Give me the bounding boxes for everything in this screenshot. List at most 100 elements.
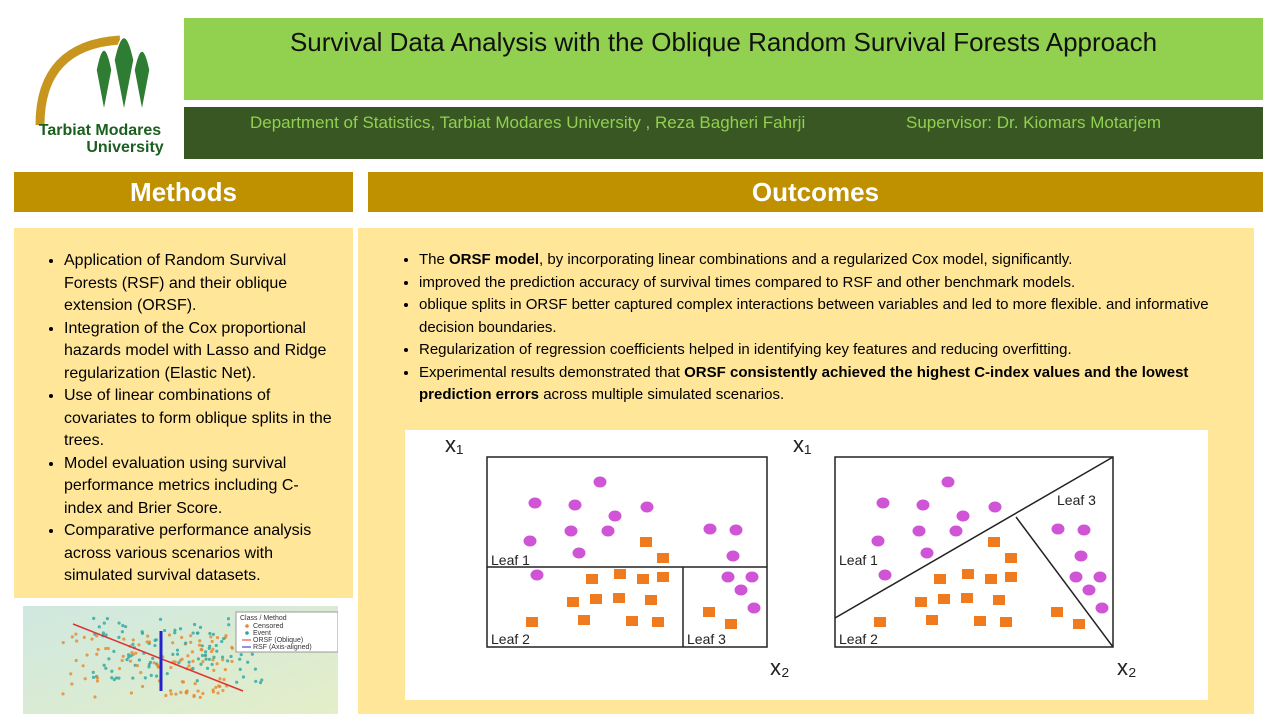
point: [164, 693, 168, 698]
point: [209, 649, 214, 654]
point: [212, 655, 216, 659]
square: [657, 572, 669, 582]
dot: [703, 523, 717, 535]
point: [82, 635, 86, 639]
point: [179, 690, 183, 694]
dot: [988, 501, 1002, 513]
point: [92, 616, 96, 620]
legend: [235, 611, 338, 653]
point: [178, 627, 183, 631]
point: [211, 632, 215, 636]
dot: [878, 569, 892, 581]
logo-arc: [35, 35, 121, 126]
point: [196, 657, 201, 661]
square: [926, 615, 938, 625]
point: [204, 657, 208, 661]
point: [195, 679, 199, 683]
point: [112, 649, 116, 653]
point: [135, 664, 140, 668]
point: [91, 675, 96, 679]
point: [208, 631, 212, 636]
point: [97, 625, 101, 629]
point: [120, 658, 124, 663]
point: [110, 669, 114, 673]
square: [985, 574, 997, 584]
point: [171, 652, 175, 656]
point: [131, 642, 135, 646]
square: [614, 569, 626, 579]
point: [187, 664, 191, 668]
point: [200, 653, 205, 658]
point: [254, 679, 258, 683]
axis-label: x₂: [1117, 655, 1137, 680]
square: [1051, 607, 1063, 617]
point: [191, 666, 195, 671]
point: [104, 633, 108, 637]
square: [613, 593, 625, 603]
point: [216, 691, 220, 695]
point: [203, 653, 208, 657]
point: [169, 692, 173, 696]
point: [70, 635, 74, 639]
point: [127, 655, 131, 659]
point: [75, 639, 79, 643]
point: [186, 654, 190, 658]
dot: [726, 550, 740, 562]
point: [126, 653, 131, 657]
point: [227, 623, 231, 627]
logo-trees: [95, 37, 151, 113]
point: [134, 651, 138, 655]
dot: [734, 584, 748, 596]
point: [210, 639, 214, 644]
point: [146, 634, 150, 638]
point: [180, 635, 184, 640]
dot: [876, 497, 890, 509]
dot: [729, 524, 743, 536]
point: [143, 676, 147, 680]
point: [241, 675, 246, 679]
point: [122, 637, 126, 641]
point: [147, 662, 151, 667]
point: [112, 678, 116, 682]
square: [1005, 553, 1017, 563]
point: [175, 652, 180, 656]
point: [124, 625, 128, 629]
dot: [1051, 523, 1065, 535]
dot: [1074, 550, 1088, 562]
leaf-label: Leaf 3: [1057, 492, 1096, 508]
point: [258, 681, 263, 685]
text: , by incorporating linear combinations a…: [539, 251, 1073, 268]
leaf-label: Leaf 1: [491, 552, 530, 568]
point: [190, 650, 194, 654]
section-heading: Outcomes: [368, 172, 1263, 212]
point: [117, 676, 121, 680]
square: [590, 594, 602, 604]
dot: [1077, 524, 1091, 536]
point: [105, 617, 110, 621]
legend-entry: Event: [253, 630, 271, 637]
dot: [871, 535, 885, 547]
point: [221, 688, 225, 693]
point: [198, 639, 202, 643]
dot: [1069, 571, 1083, 583]
point: [69, 672, 73, 676]
point: [96, 647, 100, 652]
point: [102, 621, 106, 625]
point: [191, 659, 195, 663]
dot: [1095, 602, 1109, 614]
text: Experimental results demonstrated that: [419, 363, 685, 381]
point: [151, 656, 155, 660]
scatter-thumbnail: Class / Method Censored Event ORSF (Obli…: [23, 606, 338, 714]
point: [83, 677, 87, 681]
bullet: Regularization of regression coefficient…: [419, 339, 1224, 362]
point: [90, 637, 94, 641]
point: [74, 658, 78, 663]
point: [201, 691, 205, 696]
point: [204, 650, 208, 654]
point: [129, 654, 133, 658]
point: [215, 662, 219, 666]
point: [215, 635, 220, 640]
point: [175, 648, 180, 652]
point: [200, 644, 204, 648]
point: [196, 631, 200, 635]
